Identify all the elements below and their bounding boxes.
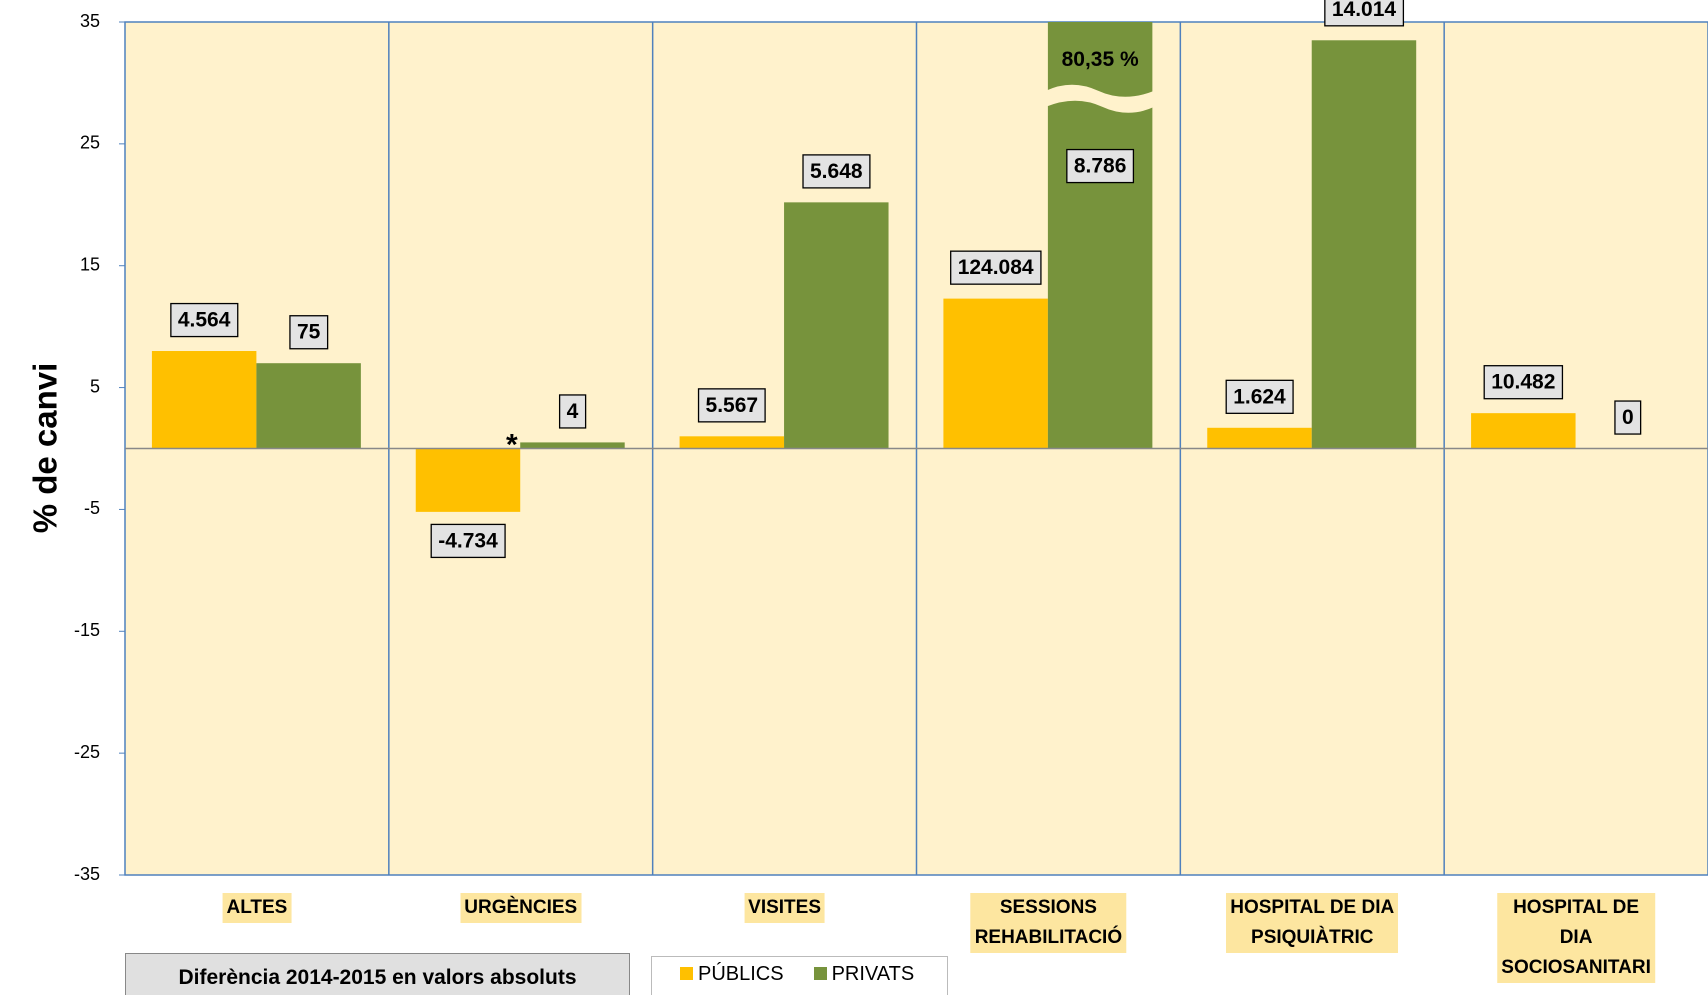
bar: [151, 351, 257, 449]
y-tick-label: 15: [80, 254, 100, 274]
data-label-group: 0: [1614, 400, 1642, 435]
y-tick-label: 25: [80, 133, 100, 153]
y-axis-title: % de canvi: [27, 363, 64, 534]
axis-break: [1045, 84, 1155, 113]
bar: [1207, 427, 1312, 449]
data-label: 4.564: [178, 309, 231, 332]
data-label-group: 4.564: [170, 302, 239, 338]
data-label-box: [558, 394, 587, 429]
legend-label: PRIVATS: [831, 963, 915, 985]
data-label: 124.084: [958, 256, 1034, 279]
data-label: 8.786: [1074, 155, 1127, 178]
bar: [679, 436, 785, 449]
bar: [1471, 413, 1576, 449]
data-label-box: [1324, 0, 1405, 27]
bar: [256, 363, 361, 449]
legend-label: PÚBLICS: [698, 963, 784, 985]
data-label-box: [802, 154, 871, 189]
data-label: 75: [297, 321, 321, 344]
data-label: 0: [1622, 406, 1634, 429]
data-label-box: [1066, 148, 1135, 184]
data-label-group: 75: [289, 315, 329, 350]
x-tick-label: VISITES: [744, 893, 826, 923]
bars: [151, 22, 1576, 512]
data-label: 1.624: [1233, 385, 1286, 408]
bar: [415, 448, 521, 512]
data-label-group: 4: [558, 394, 587, 429]
y-tick-label: -35: [74, 864, 100, 884]
x-tick-label: HOSPITAL DE DIA PSIQUIÀTRIC: [1226, 893, 1399, 953]
bar: [943, 298, 1048, 449]
y-tick-label: -15: [74, 620, 100, 640]
legend-swatch: [680, 967, 693, 980]
data-label-box: [697, 388, 766, 423]
y-tick-label: -25: [74, 742, 100, 762]
data-label: 5.567: [706, 394, 759, 417]
data-label-box: [170, 302, 239, 338]
x-tick-label: SESSIONS REHABILITACIÓ: [970, 893, 1127, 953]
x-tick-label: HOSPITAL DE DIA SOCIOSANITARI: [1497, 893, 1655, 983]
legend-item: PÚBLICS: [680, 963, 784, 986]
break-label: 80,35 %: [1062, 48, 1139, 71]
data-label-group: -4.734: [430, 523, 506, 559]
data-label-group: 5.567: [697, 388, 766, 423]
y-tick-label: -5: [84, 498, 100, 518]
bar: [1311, 40, 1417, 449]
data-label-group: 1.624: [1225, 379, 1294, 414]
legend-swatch: [813, 967, 827, 980]
data-label: 14.014: [1332, 0, 1397, 21]
bar: [520, 442, 625, 449]
data-label-box: [289, 315, 329, 350]
data-label-group: 14.014: [1324, 0, 1405, 27]
data-label: 10.482: [1491, 371, 1555, 394]
y-tick-label: 35: [80, 11, 100, 31]
bar: [784, 202, 889, 449]
legend-item: PRIVATS: [813, 963, 915, 986]
asterisk: *: [506, 428, 518, 461]
x-tick-label: URGÈNCIES: [460, 893, 582, 923]
data-label-group: 10.482: [1483, 365, 1564, 400]
data-label-group: 124.084: [950, 250, 1042, 285]
y-tick-label: 5: [90, 376, 100, 396]
data-label-group: 8.786: [1066, 148, 1135, 184]
note-box: Diferència 2014-2015 en valors absoluts: [125, 953, 630, 995]
data-label-box: [1225, 379, 1294, 414]
data-label-box: [1483, 365, 1564, 400]
data-label-box: [430, 523, 506, 559]
data-label: 4: [567, 400, 579, 423]
data-label: -4.734: [438, 529, 498, 552]
data-label: 5.648: [810, 160, 863, 183]
data-label-box: [950, 250, 1042, 285]
data-label-box: [1614, 400, 1642, 435]
data-label-group: 5.648: [802, 154, 871, 189]
x-tick-label: ALTES: [222, 893, 292, 923]
legend: PÚBLICS PRIVATS: [651, 956, 948, 995]
